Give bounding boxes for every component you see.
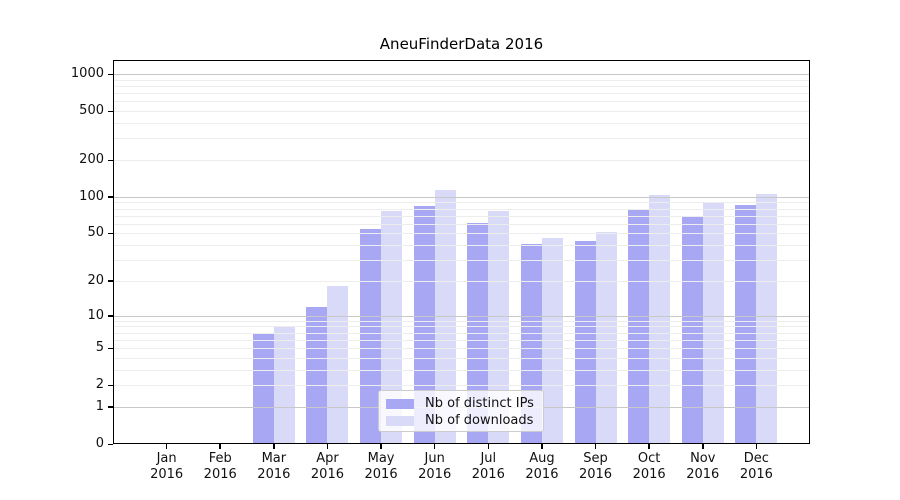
y-tick-label: 50 [87, 225, 104, 241]
bar-distinct-ips-nov [681, 215, 703, 444]
x-tick [273, 444, 275, 449]
x-tick [487, 444, 490, 449]
x-tick [380, 444, 382, 449]
y-tick-label: 200 [79, 152, 104, 167]
gridline [113, 369, 810, 371]
gridline [113, 74, 810, 76]
y-tick-label: 100 [79, 188, 104, 204]
x-tick-label: Oct 2016 [632, 451, 666, 482]
gridline [113, 223, 810, 225]
y-tick-label: 10 [87, 307, 104, 323]
gridline [113, 348, 810, 350]
y-tick-label: 20 [87, 272, 104, 288]
bar-distinct-ips-jun [413, 206, 435, 444]
x-tick-label: Mar 2016 [257, 451, 291, 482]
x-tick-label: Jan 2016 [150, 451, 184, 482]
x-tick-label: Nov 2016 [686, 451, 720, 482]
legend-item-distinct-ips: Nb of distinct IPs [386, 396, 535, 412]
y-tick-label: 500 [79, 103, 104, 119]
gridline [113, 85, 810, 87]
x-tick-label: Jul 2016 [471, 451, 505, 482]
gridline [113, 326, 810, 328]
bar-downloads-sep [595, 232, 617, 444]
y-tick-label: 1000 [70, 66, 104, 82]
grid-layer [113, 60, 810, 444]
y-tick-label: 2 [95, 377, 104, 393]
x-tick [219, 444, 221, 449]
gridline [113, 245, 810, 247]
bar-distinct-ips-sep [574, 241, 596, 444]
gridline [113, 357, 810, 359]
gridline [113, 260, 810, 262]
bar-downloads-jun [434, 189, 456, 444]
y-tick-label: 0 [95, 436, 104, 451]
gridline [113, 93, 810, 95]
legend-label-distinct-ips: Nb of distinct IPs [425, 396, 534, 411]
bar-downloads-nov [702, 203, 724, 444]
gridline [113, 208, 810, 210]
gridline [113, 101, 810, 103]
bar-downloads-dec [756, 194, 778, 444]
gridline [113, 138, 810, 140]
x-tick-label: Dec 2016 [739, 451, 773, 482]
x-tick [702, 444, 704, 449]
x-tick-label: Aug 2016 [525, 451, 559, 482]
gridline [113, 385, 810, 387]
x-tick-label: Apr 2016 [310, 451, 344, 482]
bar-downloads-apr [327, 286, 349, 444]
x-tick-label: May 2016 [364, 451, 398, 482]
x-tick [541, 444, 543, 449]
plot-area [113, 60, 810, 444]
y-tick-label: 1 [95, 398, 104, 414]
gridline [113, 196, 810, 198]
gridline [113, 320, 810, 322]
gridline [113, 233, 810, 235]
gridline [113, 202, 810, 204]
legend-label-downloads: Nb of downloads [425, 413, 534, 428]
gridline [113, 111, 810, 113]
gridline [113, 215, 810, 217]
legend-item-downloads: Nb of downloads [386, 413, 535, 429]
gridline [113, 280, 810, 282]
x-tick [433, 444, 436, 449]
legend-swatch-distinct-ips [386, 399, 414, 409]
x-tick [165, 444, 168, 449]
gridline [113, 79, 810, 81]
gridline [113, 315, 810, 317]
x-tick-label: Feb 2016 [203, 451, 237, 482]
bar-distinct-ips-apr [306, 306, 328, 444]
x-tick [326, 444, 329, 449]
legend-swatch-downloads [386, 416, 414, 426]
bar-distinct-ips-dec [735, 204, 757, 444]
bar-distinct-ips-mar [252, 332, 274, 444]
x-tick [648, 444, 650, 449]
bar-downloads-aug [541, 237, 563, 444]
y-tick-label: 5 [95, 340, 104, 356]
gridline [113, 339, 810, 341]
x-tick-label: Sep 2016 [578, 451, 613, 482]
gridline [113, 160, 810, 161]
legend: Nb of distinct IPs Nb of downloads [378, 390, 544, 432]
gridline [113, 123, 810, 125]
x-tick-label: Jun 2016 [418, 451, 452, 482]
x-tick [755, 444, 758, 449]
gridline [113, 332, 810, 334]
x-tick [594, 444, 597, 449]
bar-distinct-ips-may [360, 229, 382, 444]
bar-downloads-oct [649, 195, 671, 444]
chart-title: AneuFinderData 2016 [379, 35, 544, 53]
